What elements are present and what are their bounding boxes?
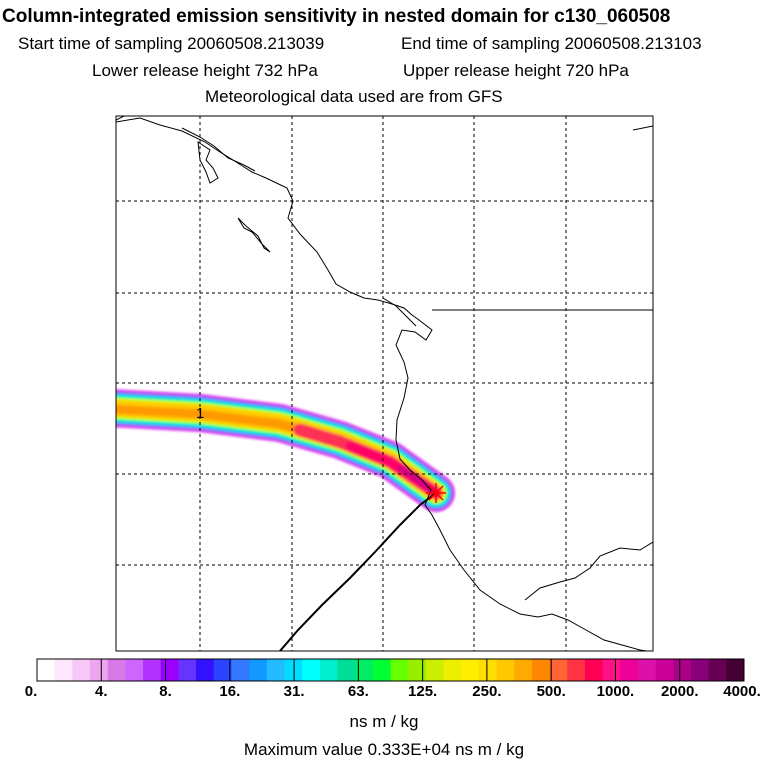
color-scale-cell	[531, 659, 551, 681]
color-scale-tick-label: 500.	[536, 683, 566, 700]
color-scale-cell	[196, 659, 215, 681]
color-scale-cell	[478, 659, 498, 681]
emission-plume	[116, 389, 455, 512]
color-scale-tick-label: 0.	[24, 683, 38, 700]
units-label: ns m / kg	[349, 712, 419, 731]
color-scale-tick-label: 2000.	[660, 683, 699, 700]
color-scale-cell	[584, 659, 604, 681]
color-scale-cell	[54, 659, 73, 681]
color-scale-cell	[178, 659, 197, 681]
color-scale-cell	[726, 659, 745, 681]
color-scale-tick-label: 16.	[219, 683, 241, 700]
color-scale-cell	[284, 659, 303, 681]
color-scale-tick-label: 4.	[95, 683, 108, 700]
color-scale-tick-marks	[100, 659, 681, 681]
color-scale-tick-label: 250.	[472, 683, 502, 700]
flight-track	[279, 492, 437, 651]
color-scale-cell	[408, 659, 427, 681]
color-scale-cell	[673, 659, 692, 681]
color-scale-tick-label: 4000.	[723, 683, 761, 700]
color-scale-cell	[107, 659, 126, 681]
met-data-label: Meteorological data used are from GFS	[205, 87, 503, 106]
color-scale-cell	[443, 659, 462, 681]
color-scale-cell	[690, 659, 710, 681]
coastlines	[116, 116, 653, 651]
color-scale-cell	[390, 659, 409, 681]
color-scale-cell	[337, 659, 356, 681]
color-scale-cell	[231, 659, 250, 681]
color-scale-cell	[125, 659, 144, 681]
start-time-label: Start time of sampling 20060508.213039	[18, 34, 325, 53]
color-scale-cell	[319, 659, 338, 681]
color-scale-cell	[637, 659, 657, 681]
color-scale-cell	[249, 659, 268, 681]
color-scale-tick-label: 125.	[408, 683, 438, 700]
color-scale-cell	[213, 659, 232, 681]
color-scale-cell	[355, 659, 374, 681]
color-scale-cell	[567, 659, 586, 681]
color-scale-tick-label: 8.	[159, 683, 172, 700]
color-scale-cell	[425, 659, 445, 681]
color-scale-bar	[36, 658, 745, 682]
color-scale-cell	[708, 659, 727, 681]
color-scale-tick-label: 1000.	[596, 683, 635, 700]
color-scale-cell	[37, 659, 56, 681]
color-scale-cell	[302, 659, 321, 681]
map-frame	[115, 115, 654, 652]
end-time-label: End time of sampling 20060508.213103	[401, 34, 702, 53]
release-point-star-icon	[426, 483, 446, 503]
color-scale-cell	[496, 659, 515, 681]
upper-release-label: Upper release height 720 hPa	[403, 61, 629, 80]
color-scale-frame	[36, 658, 745, 682]
color-scale-cell	[620, 659, 639, 681]
color-scale-cell	[143, 659, 162, 681]
color-scale-cell	[160, 659, 179, 681]
plume-label: 1	[196, 405, 204, 422]
color-scale-cell	[602, 659, 621, 681]
color-scale-cell	[266, 659, 285, 681]
color-scale-cell	[549, 659, 568, 681]
color-scale-cell	[655, 659, 674, 681]
color-scale-cell	[372, 659, 391, 681]
plot-title: Column-integrated emission sensitivity i…	[2, 6, 671, 27]
lower-release-label: Lower release height 732 hPa	[92, 61, 318, 80]
color-scale-cell	[514, 659, 533, 681]
color-scale-cell	[72, 659, 91, 681]
color-scale-tick-label: 63.	[347, 683, 369, 700]
color-scale-cell	[461, 659, 480, 681]
map-area: 1	[116, 116, 653, 651]
max-value-label: Maximum value 0.333E+04 ns m / kg	[243, 740, 525, 759]
color-scale-cell	[90, 659, 109, 681]
lat-lon-grid	[116, 116, 653, 651]
color-scale-tick-label: 31.	[283, 683, 305, 700]
